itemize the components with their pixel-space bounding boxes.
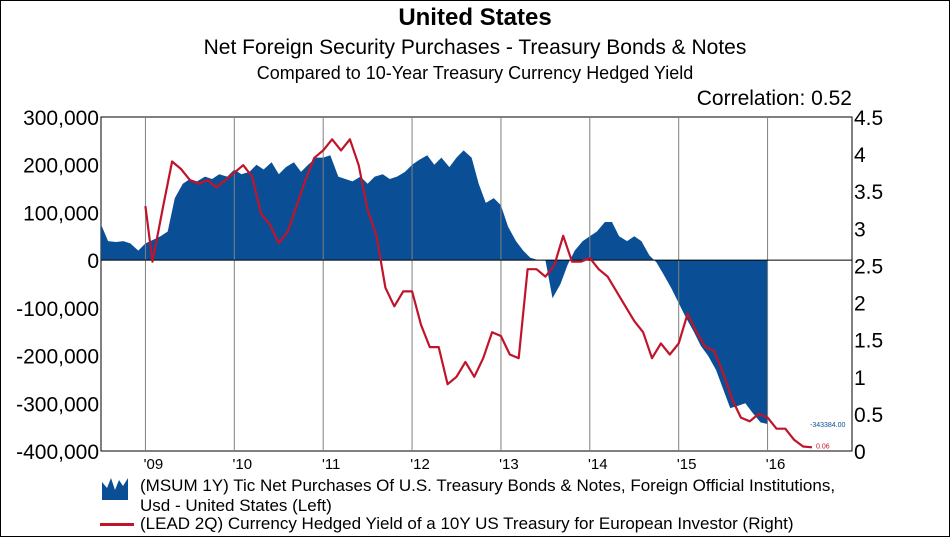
line-end-value-label: 0.06 — [816, 443, 830, 450]
y-right-tick-label: 3.5 — [854, 181, 883, 204]
y-right-tick-label: 3 — [854, 218, 866, 241]
legend-area-swatch — [102, 478, 128, 500]
x-tick-label: '12 — [410, 456, 430, 473]
x-tick-label: '10 — [233, 456, 253, 473]
x-tick-label: '14 — [588, 456, 608, 473]
correlation-label: Correlation: 0.52 — [696, 87, 852, 110]
y-left-tick-label: -400,000 — [16, 441, 99, 464]
y-left-tick-label: 0 — [87, 250, 99, 273]
chart-subtitle-2: Compared to 10-Year Treasury Currency He… — [256, 63, 694, 83]
legend-line-label: (LEAD 2Q) Currency Hedged Yield of a 10Y… — [140, 514, 794, 533]
y-left-tick-label: -300,000 — [16, 393, 99, 416]
y-right-tick-label: 0 — [854, 441, 866, 464]
y-right-tick-label: 2 — [854, 293, 866, 316]
y-right-tick-label: 4 — [854, 144, 866, 167]
y-right-tick-label: 2.5 — [854, 255, 883, 278]
chart-subtitle: Net Foreign Security Purchases - Treasur… — [203, 36, 747, 59]
x-tick-label: '15 — [677, 456, 697, 473]
area-end-value-label: -343384.00 — [810, 422, 846, 429]
x-tick-label: '09 — [144, 456, 164, 473]
series-line-hedged-yield — [144, 138, 813, 449]
series-area-net-purchases — [101, 150, 768, 424]
chart-title: United States — [398, 4, 552, 31]
y-right-tick-label: 0.5 — [854, 404, 883, 427]
y-left-tick-label: -200,000 — [16, 346, 99, 369]
x-tick-label: '13 — [499, 456, 519, 473]
y-left-tick-label: 300,000 — [23, 107, 99, 130]
x-tick-label: '11 — [322, 456, 340, 473]
y-left-tick-label: 100,000 — [23, 202, 99, 225]
y-right-tick-label: 4.5 — [854, 107, 883, 130]
y-left-tick-label: -100,000 — [16, 298, 99, 321]
y-right-tick-label: 1.5 — [854, 330, 883, 353]
legend-area-label: (MSUM 1Y) Tic Net Purchases Of U.S. Trea… — [140, 476, 836, 515]
y-left-tick-label: 200,000 — [23, 155, 99, 178]
legend-line-swatch — [100, 523, 134, 526]
x-tick-label: '16 — [766, 456, 786, 473]
y-right-tick-label: 1 — [854, 367, 866, 390]
